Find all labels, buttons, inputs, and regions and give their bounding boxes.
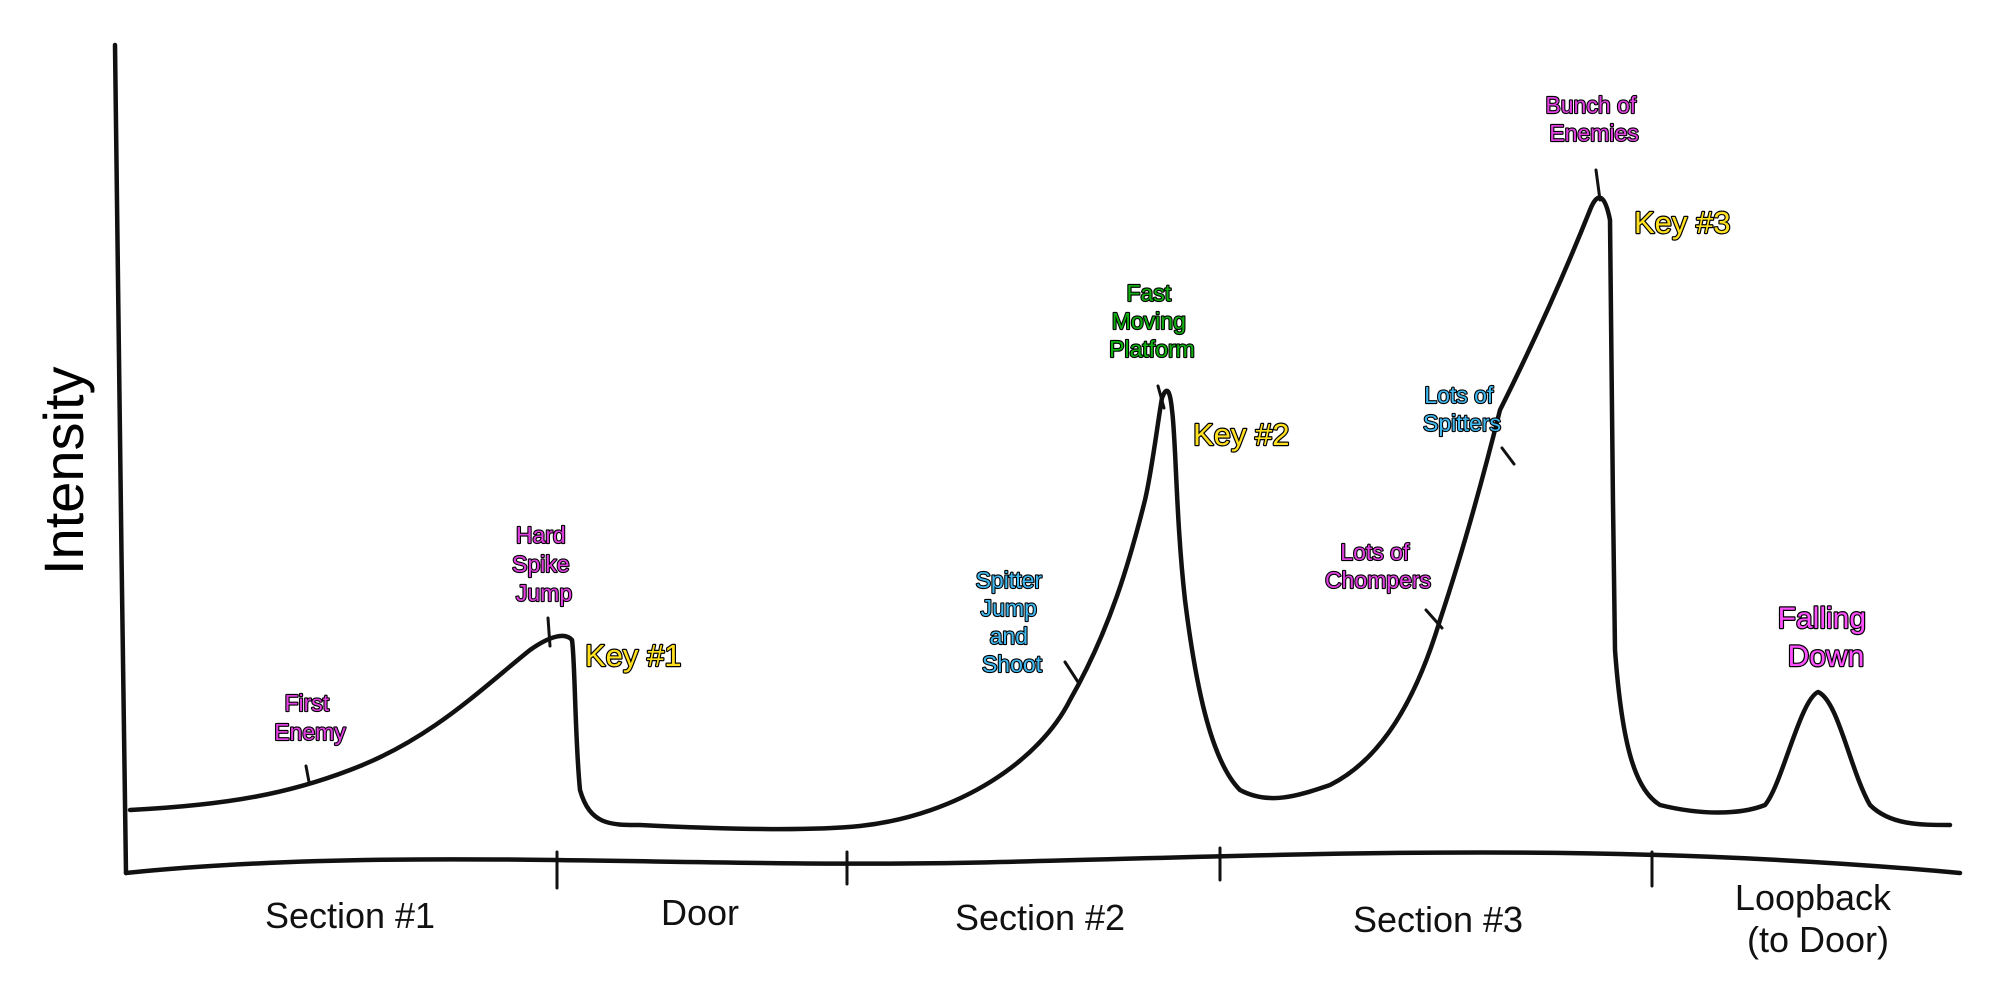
loopback-line-1: Loopback [1735,877,1892,918]
section-label-door: Door [661,892,739,933]
annotation-hard-spike-jump: Hard Spike Jump [512,522,576,606]
curve-marker-chompers [1424,608,1444,630]
section-label-3: Section #3 [1353,899,1523,940]
annotation-falling-down: Falling Down [1778,602,1875,673]
curve-marker-bunch-of-enemies [1594,168,1602,202]
annotation-first-enemy: First Enemy [274,690,346,745]
y-axis [112,42,129,876]
curve-marker-spitter [1063,660,1080,684]
annotation-bunch-of-enemies: Bunch of Enemies [1545,92,1642,146]
key-2-label: Key #2 [1193,417,1290,452]
curve-marker-hard-spike-jump [546,616,552,648]
annotation-fast-moving-platform: Fast Moving Platform [1109,280,1195,362]
loopback-line-2: (to Door) [1747,919,1889,960]
intensity-curve [127,195,1953,832]
annotation-spitter-jump-and-shoot: Spitter Jump and Shoot [976,567,1049,677]
key-3-label: Key #3 [1634,205,1731,240]
curve-marker-spitters [1500,446,1516,466]
y-axis-label: Intensity [32,366,95,575]
section-label-loopback: Loopback (to Door) [1735,877,1901,960]
curve-marker-fast-platform [1156,384,1166,410]
annotation-lots-of-spitters: Lots of Spitters [1423,382,1501,436]
x-axis [123,850,1963,876]
annotation-lots-of-chompers: Lots of Chompers [1325,539,1431,593]
curve-marker-first-enemy [304,764,311,784]
section-label-2: Section #2 [955,897,1125,938]
section-label-1: Section #1 [265,895,435,936]
key-1-label: Key #1 [585,638,682,673]
